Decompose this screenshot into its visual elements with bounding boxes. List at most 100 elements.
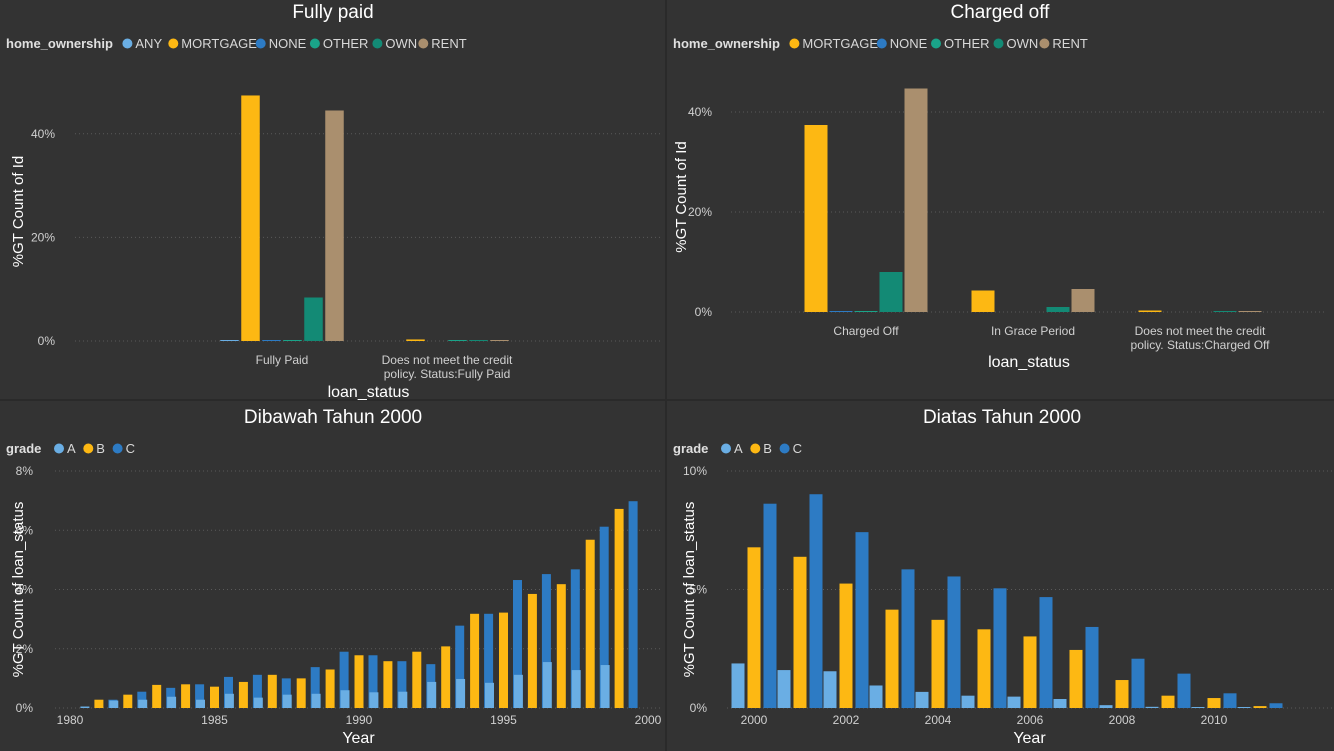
bar-b[interactable]	[441, 646, 451, 708]
bar-c[interactable]	[339, 651, 349, 708]
bar-c[interactable]	[281, 678, 291, 708]
bar-a[interactable]	[961, 695, 975, 708]
bar-b[interactable]	[267, 674, 277, 708]
bar-none[interactable]	[829, 311, 853, 312]
bar-c[interactable]	[901, 569, 915, 708]
chart-fully-paid[interactable]: Fully paid home_ownership ANY MORTGAGE NONE O…	[0, 0, 665, 400]
legend-entry-other[interactable]: OTHER	[323, 36, 369, 51]
bar-b[interactable]	[325, 669, 335, 708]
bar-b[interactable]	[885, 609, 899, 708]
legend-entry-own[interactable]: OWN	[385, 36, 417, 51]
bar-own[interactable]	[469, 340, 488, 341]
bar-b[interactable]	[1207, 698, 1221, 708]
bar-b[interactable]	[1023, 636, 1037, 708]
bar-a[interactable]	[869, 685, 883, 708]
bar-own[interactable]	[1046, 307, 1070, 312]
bar-a[interactable]	[1191, 707, 1205, 708]
bar-b[interactable]	[152, 684, 162, 708]
bar-rent[interactable]	[490, 340, 509, 341]
bar-other[interactable]	[448, 340, 467, 341]
bar-own[interactable]	[1213, 311, 1237, 312]
bar-b[interactable]	[747, 547, 761, 708]
legend-entry-none[interactable]: NONE	[269, 36, 307, 51]
bar-b[interactable]	[296, 678, 306, 708]
bar-c[interactable]	[513, 580, 522, 708]
bar-c[interactable]	[809, 494, 823, 708]
bar-b[interactable]	[499, 612, 508, 708]
bar-b[interactable]	[94, 699, 104, 708]
bar-any[interactable]	[220, 340, 239, 341]
bar-c[interactable]	[1085, 626, 1099, 708]
bar-a[interactable]	[1007, 696, 1021, 708]
bar-a[interactable]	[109, 700, 119, 708]
legend-entry-rent[interactable]: RENT	[431, 36, 466, 51]
bar-b[interactable]	[238, 681, 248, 708]
bar-a[interactable]	[777, 670, 791, 708]
bar-rent[interactable]	[1238, 311, 1262, 312]
bar-b[interactable]	[354, 655, 364, 708]
bar-a[interactable]	[224, 693, 234, 708]
bar-c[interactable]	[252, 674, 262, 708]
bar-c[interactable]	[570, 569, 580, 708]
bar-c[interactable]	[993, 588, 1007, 708]
bar-c[interactable]	[541, 574, 551, 708]
bar-c[interactable]	[1131, 658, 1145, 708]
bar-b[interactable]	[412, 651, 422, 708]
bar-mortgage[interactable]	[804, 125, 828, 312]
bar-a[interactable]	[823, 671, 837, 708]
bar-c[interactable]	[1039, 597, 1053, 708]
legend-entry-c[interactable]: C	[793, 441, 802, 456]
bar-c[interactable]	[1269, 703, 1283, 708]
bar-mortgage[interactable]	[241, 95, 260, 341]
bar-c[interactable]	[763, 503, 777, 708]
bar-a[interactable]	[340, 690, 350, 708]
bar-c[interactable]	[855, 532, 869, 708]
bar-c[interactable]	[628, 501, 638, 708]
legend-entry-b[interactable]: B	[96, 441, 105, 456]
bar-a[interactable]	[1145, 706, 1159, 708]
bar-c[interactable]	[599, 526, 609, 708]
bar-b[interactable]	[793, 556, 807, 708]
legend-entry-none[interactable]: NONE	[890, 36, 928, 51]
bar-b[interactable]	[1161, 695, 1175, 708]
legend-entry-own[interactable]: OWN	[1007, 36, 1039, 51]
bar-own[interactable]	[304, 297, 323, 341]
bar-b[interactable]	[614, 508, 624, 708]
bar-a[interactable]	[1053, 698, 1067, 708]
bar-a[interactable]	[485, 682, 494, 708]
bar-b[interactable]	[210, 686, 219, 708]
bar-b[interactable]	[556, 584, 566, 708]
legend-entry-any[interactable]: ANY	[135, 36, 162, 51]
bar-b[interactable]	[839, 583, 853, 708]
bar-other[interactable]	[854, 311, 878, 312]
bar-a[interactable]	[571, 670, 581, 708]
bar-c[interactable]	[484, 613, 494, 708]
bar-a[interactable]	[456, 678, 466, 708]
chart-diatas-tahun-2000[interactable]: Diatas Tahun 2000 grade A B C 0% 5% 10% %GT Coun…	[667, 401, 1334, 751]
bar-b[interactable]	[470, 613, 480, 708]
bar-rent[interactable]	[904, 88, 928, 313]
bar-b[interactable]	[931, 619, 945, 708]
bar-b[interactable]	[181, 684, 191, 708]
legend-entry-mortgage[interactable]: MORTGAGE	[181, 36, 257, 51]
chart-dibawah-tahun-2000[interactable]: Dibawah Tahun 2000 grade A B C 0% 2% 4% 6% 8% %GT …	[0, 401, 665, 751]
bar-b[interactable]	[123, 694, 133, 708]
bar-a[interactable]	[80, 706, 90, 708]
bar-c[interactable]	[1177, 673, 1191, 708]
bar-b[interactable]	[527, 593, 537, 708]
legend-entry-c[interactable]: C	[126, 441, 135, 456]
legend-entry-mortgage[interactable]: MORTGAGE	[802, 36, 878, 51]
bar-c[interactable]	[310, 667, 320, 708]
bar-b[interactable]	[1253, 706, 1267, 708]
bar-a[interactable]	[282, 694, 292, 708]
bar-a[interactable]	[398, 691, 408, 708]
bar-c[interactable]	[195, 684, 205, 708]
legend-entry-a[interactable]: A	[734, 441, 743, 456]
bar-b[interactable]	[1069, 649, 1083, 708]
bar-a[interactable]	[542, 662, 552, 708]
bar-a[interactable]	[600, 665, 610, 708]
legend-entry-rent[interactable]: RENT	[1052, 36, 1087, 51]
legend-entry-other[interactable]: OTHER	[944, 36, 990, 51]
bar-a[interactable]	[1099, 705, 1113, 708]
bar-a[interactable]	[369, 692, 379, 708]
